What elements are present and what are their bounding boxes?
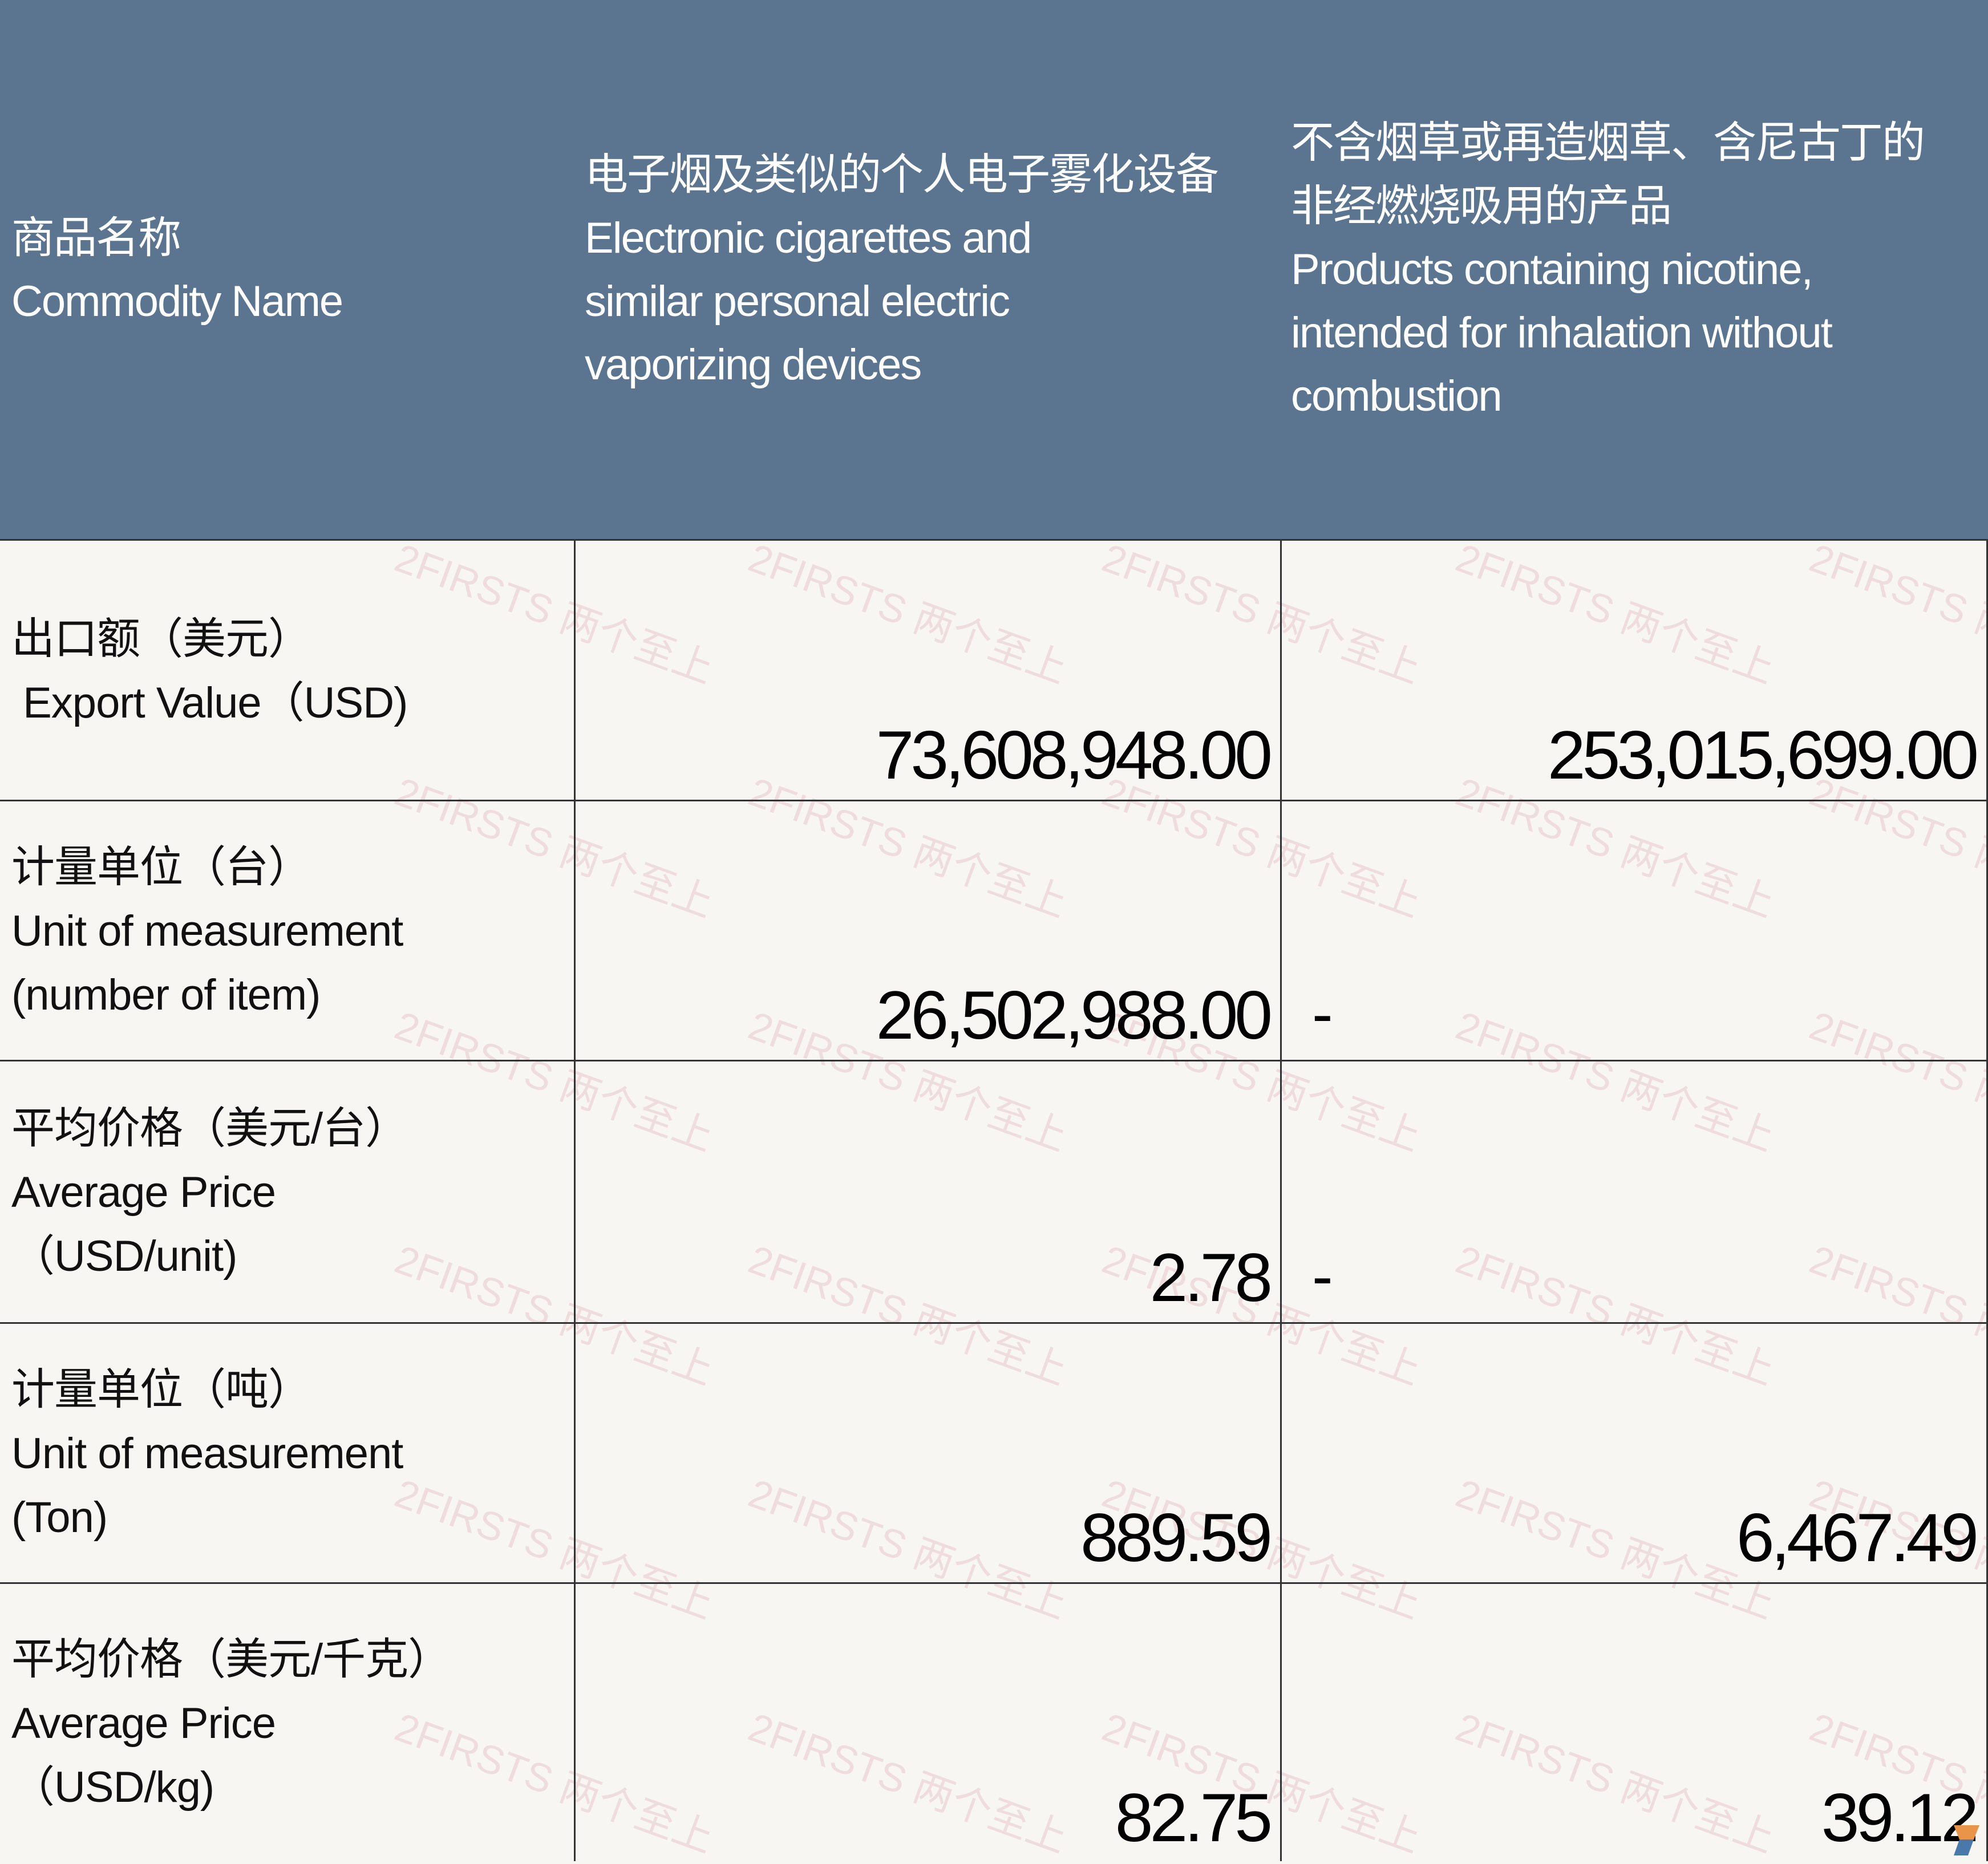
e-cig-value: 73,608,948.00 bbox=[876, 717, 1273, 793]
header-e-cigarettes: 电子烟及类似的个人电子雾化设备 Electronic cigarettes an… bbox=[585, 0, 1275, 539]
row-label-line: Export Value（USD) bbox=[11, 678, 408, 727]
e-cig-value: 26,502,988.00 bbox=[876, 977, 1273, 1053]
table-row: 计量单位（台） Unit of measurement (number of ite… bbox=[0, 800, 1988, 1061]
row-label-line: 平均价格（美元/台） bbox=[11, 1104, 408, 1153]
row-label: 平均价格（美元/台） Average Price （USD/unit) bbox=[11, 1061, 570, 1324]
header-commodity-name: 商品名称 Commodity Name bbox=[11, 0, 559, 539]
table-row: 出口额（美元） Export Value（USD) 73,608,948.00 25… bbox=[0, 539, 1988, 801]
row-label: 计量单位（吨） Unit of measurement (Ton) bbox=[11, 1324, 570, 1584]
nicotine-value: 6,467.49 bbox=[1736, 1500, 1979, 1576]
header-en: combustion bbox=[1291, 372, 1503, 420]
e-cig-value: 2.78 bbox=[1149, 1239, 1273, 1316]
header-en: Products containing nicotine, bbox=[1291, 245, 1813, 294]
row-label-line: (number of item) bbox=[11, 971, 321, 1019]
column-divider bbox=[574, 539, 576, 1861]
row-label-line: (Ton) bbox=[11, 1493, 108, 1542]
header-nicotine-products: 不含烟草或再造烟草、含尼古丁的 非经燃烧吸用的产品 Products conta… bbox=[1291, 0, 1987, 539]
e-cig-value: 889.59 bbox=[1080, 1500, 1273, 1576]
column-divider bbox=[1986, 539, 1988, 1861]
row-label-line: 出口额（美元） bbox=[11, 614, 311, 663]
table-row: 平均价格（美元/台） Average Price （USD/unit) 2.78- bbox=[0, 1060, 1988, 1324]
header-zh: 电子烟及类似的个人电子雾化设备 bbox=[585, 150, 1219, 199]
row-label-line: Unit of measurement bbox=[11, 1429, 403, 1478]
nicotine-value: - bbox=[1312, 979, 1333, 1049]
logo-icon bbox=[1954, 1825, 1979, 1855]
row-label: 出口额（美元） Export Value（USD) bbox=[11, 541, 570, 801]
column-divider bbox=[1280, 539, 1282, 1861]
row-label: 计量单位（台） Unit of measurement (number of ite… bbox=[11, 801, 570, 1061]
row-label-line: （USD/kg) bbox=[11, 1762, 214, 1812]
row-label-line: Unit of measurement bbox=[11, 907, 403, 955]
header-en: Commodity Name bbox=[11, 277, 343, 326]
table-row: 计量单位（吨） Unit of measurement (Ton) 889.59 6,4… bbox=[0, 1322, 1988, 1584]
header-zh: 非经燃烧吸用的产品 bbox=[1291, 182, 1672, 230]
table-header: 商品名称 Commodity Name 电子烟及类似的个人电子雾化设备 Elec… bbox=[0, 0, 1988, 539]
row-label-line: 平均价格（美元/千克） bbox=[11, 1635, 451, 1684]
row-label: 平均价格（美元/千克） Average Price （USD/kg) bbox=[11, 1584, 570, 1863]
nicotine-value: - bbox=[1312, 1241, 1333, 1311]
row-label-line: 计量单位（吨） bbox=[11, 1365, 311, 1414]
nicotine-value: 253,015,699.00 bbox=[1547, 717, 1979, 793]
header-en: similar personal electric bbox=[585, 277, 1010, 326]
header-zh: 商品名称 bbox=[11, 213, 181, 262]
row-label-line: Average Price bbox=[11, 1168, 276, 1217]
header-en: Electronic cigarettes and bbox=[585, 213, 1032, 262]
row-label-line: 计量单位（台） bbox=[11, 843, 311, 892]
nicotine-value: 39.12 bbox=[1821, 1780, 1979, 1856]
header-en: intended for inhalation without bbox=[1291, 309, 1833, 357]
e-cig-value: 82.75 bbox=[1115, 1780, 1273, 1856]
table-row: 平均价格（美元/千克） Average Price （USD/kg) 82.75 39.… bbox=[0, 1582, 1988, 1863]
row-label-line: （USD/unit) bbox=[11, 1232, 237, 1281]
header-zh: 不含烟草或再造烟草、含尼古丁的 bbox=[1291, 119, 1925, 167]
row-label-line: Average Price bbox=[11, 1699, 276, 1748]
header-en: vaporizing devices bbox=[585, 340, 922, 389]
